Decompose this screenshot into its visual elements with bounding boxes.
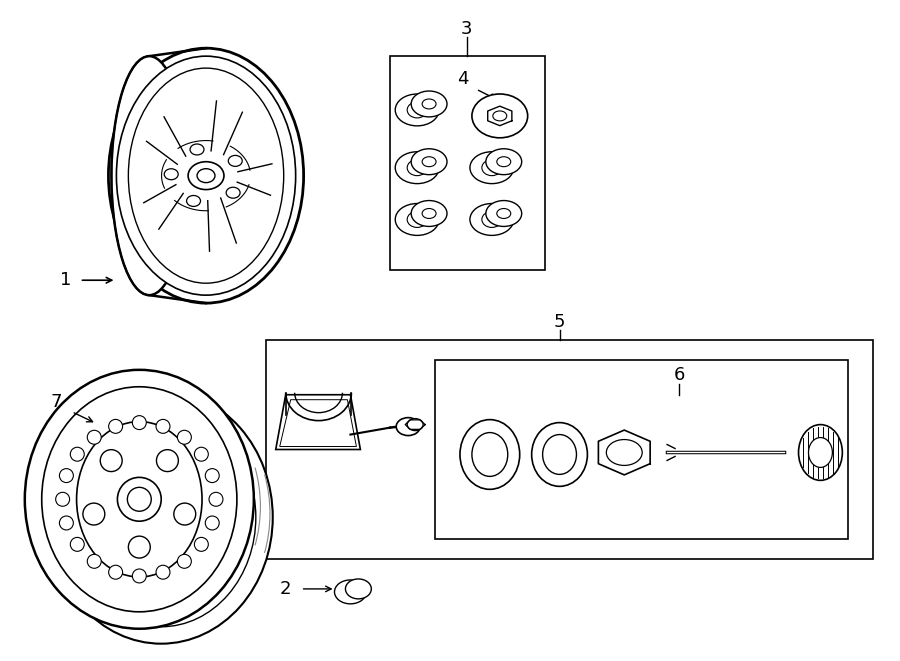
Ellipse shape	[482, 212, 502, 227]
Ellipse shape	[108, 48, 303, 303]
Ellipse shape	[209, 492, 223, 506]
Ellipse shape	[190, 144, 204, 155]
Ellipse shape	[59, 469, 74, 483]
Ellipse shape	[129, 536, 150, 558]
Ellipse shape	[229, 155, 242, 167]
Ellipse shape	[798, 424, 842, 481]
Ellipse shape	[70, 447, 85, 461]
Ellipse shape	[396, 418, 420, 436]
Ellipse shape	[165, 169, 178, 180]
Ellipse shape	[335, 580, 366, 604]
Ellipse shape	[472, 94, 527, 137]
Ellipse shape	[493, 111, 507, 121]
Ellipse shape	[177, 430, 192, 444]
Ellipse shape	[132, 416, 147, 430]
Ellipse shape	[472, 432, 508, 477]
Ellipse shape	[83, 503, 104, 525]
Ellipse shape	[486, 200, 522, 227]
Ellipse shape	[411, 149, 447, 175]
Ellipse shape	[194, 537, 208, 551]
Ellipse shape	[76, 422, 202, 577]
Ellipse shape	[112, 56, 187, 295]
Ellipse shape	[67, 408, 256, 627]
Ellipse shape	[346, 579, 372, 599]
Ellipse shape	[109, 565, 122, 579]
Ellipse shape	[50, 391, 273, 644]
Ellipse shape	[157, 449, 178, 471]
Ellipse shape	[109, 419, 122, 434]
Ellipse shape	[422, 208, 436, 219]
Text: 3: 3	[461, 20, 472, 38]
Ellipse shape	[543, 434, 577, 475]
Text: 6: 6	[673, 366, 685, 384]
Ellipse shape	[486, 149, 522, 175]
Ellipse shape	[197, 169, 215, 182]
Ellipse shape	[407, 212, 428, 227]
Ellipse shape	[129, 68, 284, 283]
Ellipse shape	[395, 94, 439, 126]
Ellipse shape	[87, 430, 101, 444]
Ellipse shape	[411, 91, 447, 117]
Ellipse shape	[395, 204, 439, 235]
Ellipse shape	[132, 569, 147, 583]
Text: 2: 2	[279, 580, 291, 598]
Ellipse shape	[156, 565, 170, 579]
Ellipse shape	[497, 157, 510, 167]
Ellipse shape	[407, 418, 423, 430]
Ellipse shape	[194, 447, 208, 461]
Ellipse shape	[186, 196, 201, 206]
Ellipse shape	[497, 208, 510, 219]
Ellipse shape	[100, 449, 122, 471]
Ellipse shape	[205, 516, 220, 530]
Bar	[266, 340, 873, 559]
Ellipse shape	[808, 438, 833, 467]
Ellipse shape	[470, 152, 514, 184]
Ellipse shape	[117, 477, 161, 521]
Text: 1: 1	[60, 271, 72, 290]
Ellipse shape	[70, 537, 85, 551]
Ellipse shape	[395, 152, 439, 184]
Ellipse shape	[407, 160, 428, 176]
Ellipse shape	[482, 160, 502, 176]
Ellipse shape	[470, 204, 514, 235]
Ellipse shape	[422, 157, 436, 167]
Ellipse shape	[56, 492, 69, 506]
Ellipse shape	[532, 422, 588, 486]
Ellipse shape	[411, 200, 447, 227]
Bar	[391, 56, 544, 270]
Ellipse shape	[177, 555, 192, 568]
Ellipse shape	[226, 187, 240, 198]
Text: 5: 5	[554, 313, 565, 331]
Text: 7: 7	[51, 393, 62, 410]
Ellipse shape	[143, 499, 179, 535]
Ellipse shape	[25, 370, 254, 629]
Ellipse shape	[188, 162, 224, 190]
Ellipse shape	[407, 102, 428, 118]
Ellipse shape	[41, 387, 237, 612]
Ellipse shape	[59, 516, 74, 530]
Ellipse shape	[460, 420, 519, 489]
Ellipse shape	[87, 555, 101, 568]
Ellipse shape	[116, 56, 296, 295]
Ellipse shape	[422, 99, 436, 109]
Ellipse shape	[102, 442, 221, 592]
Ellipse shape	[128, 487, 151, 511]
Text: 4: 4	[457, 70, 469, 88]
Bar	[435, 360, 849, 539]
Ellipse shape	[174, 503, 195, 525]
Ellipse shape	[205, 469, 220, 483]
Ellipse shape	[156, 419, 170, 434]
Ellipse shape	[607, 440, 643, 465]
